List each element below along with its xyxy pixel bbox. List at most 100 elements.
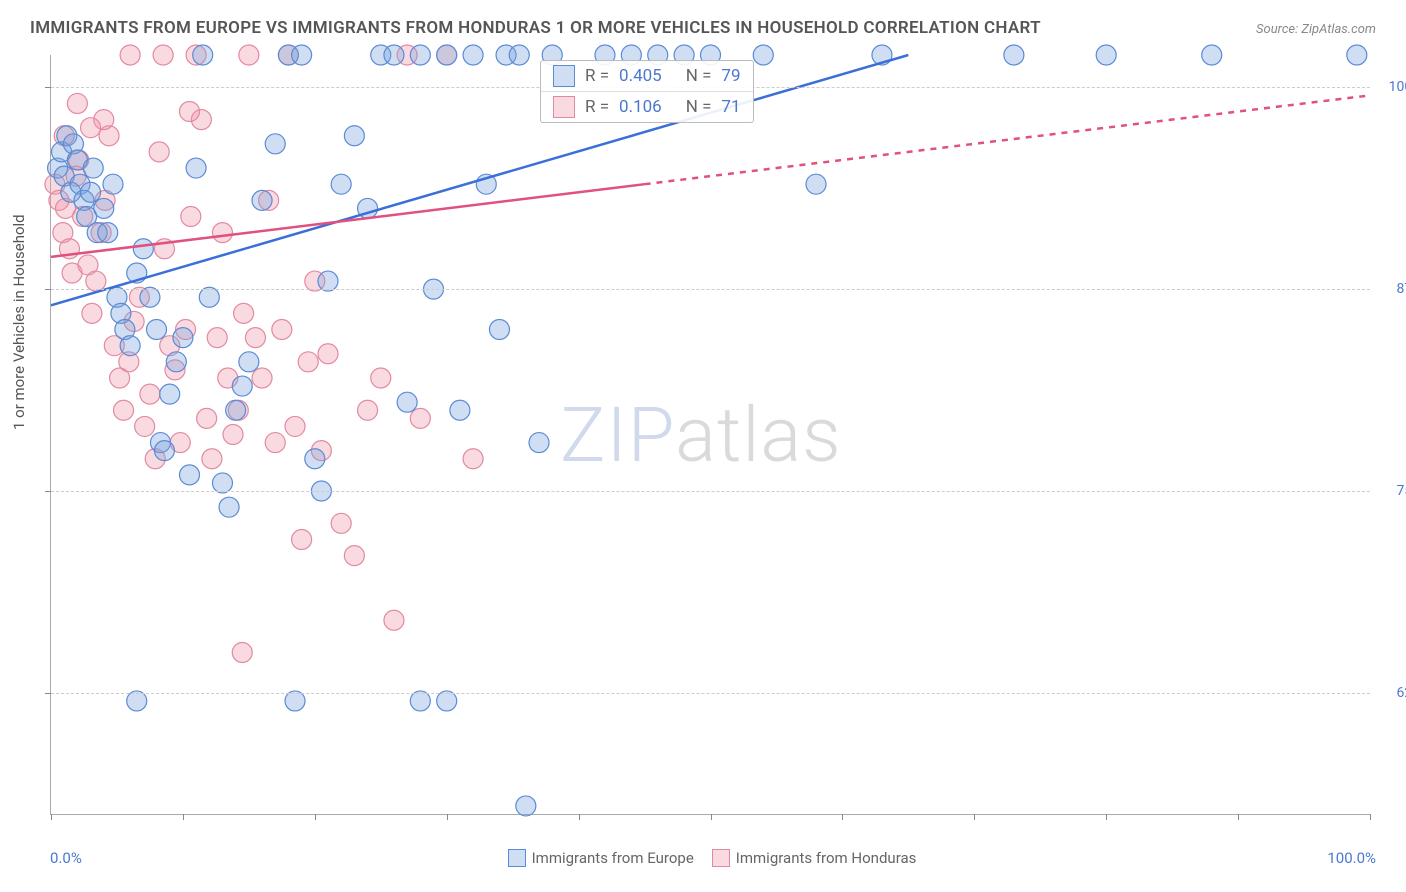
scatter-point (489, 320, 509, 340)
scatter-point (265, 134, 285, 154)
y-axis-label: 1 or more Vehicles in Household (10, 214, 28, 430)
gridline (51, 693, 1370, 694)
scatter-point (292, 529, 312, 549)
scatter-point (199, 287, 219, 307)
scatter-point (83, 158, 103, 178)
scatter-point (331, 513, 351, 533)
scatter-point (331, 174, 351, 194)
scatter-point (166, 352, 186, 372)
y-tick-label: 100.0% (1378, 79, 1406, 95)
x-tick (974, 814, 975, 820)
scatter-point (1202, 45, 1222, 65)
y-tick (45, 491, 51, 492)
scatter-point (437, 45, 457, 65)
scatter-point (463, 45, 483, 65)
gridline (51, 289, 1370, 290)
scatter-point (226, 400, 246, 420)
legend-label: Immigrants from Honduras (736, 849, 917, 867)
scatter-point (292, 45, 312, 65)
source-credit: Source: ZipAtlas.com (1256, 22, 1376, 37)
y-tick (45, 693, 51, 694)
scatter-point (82, 303, 102, 323)
scatter-point (463, 449, 483, 469)
r-value: 0.405 (619, 66, 662, 86)
x-tick (51, 814, 52, 820)
scatter-point (223, 425, 243, 445)
scatter-point (67, 93, 87, 113)
scatter-point (181, 206, 201, 226)
x-tick (447, 814, 448, 820)
scatter-point (179, 102, 199, 122)
scatter-point (318, 271, 338, 291)
scatter-point (509, 45, 529, 65)
scatter-point (193, 45, 213, 65)
scatter-point (410, 408, 430, 428)
x-tick (1106, 814, 1107, 820)
gridline (51, 491, 1370, 492)
x-tick (1370, 814, 1371, 820)
scatter-point (127, 691, 147, 711)
scatter-point (1004, 45, 1024, 65)
legend-swatch (553, 65, 575, 87)
scatter-point (437, 691, 457, 711)
scatter-point (410, 691, 430, 711)
n-label: N = (686, 66, 712, 86)
plot-area: 62.5%75.0%87.5%100.0% (50, 55, 1370, 815)
scatter-point (232, 376, 252, 396)
r-value: 0.106 (619, 97, 662, 117)
scatter-point (450, 400, 470, 420)
scatter-point (153, 45, 173, 65)
bottom-legend: Immigrants from Europe Immigrants from Ho… (0, 849, 1406, 867)
x-tick (579, 814, 580, 820)
legend-swatch (712, 849, 730, 867)
scatter-point (239, 45, 259, 65)
scatter-point (186, 158, 206, 178)
scatter-point (285, 691, 305, 711)
legend-label: Immigrants from Europe (532, 849, 694, 867)
y-tick (45, 289, 51, 290)
scatter-point (135, 416, 155, 436)
scatter-point (202, 449, 222, 469)
y-tick (45, 87, 51, 88)
n-value: 79 (721, 66, 740, 86)
scatter-point (298, 352, 318, 372)
scatter-point (358, 400, 378, 420)
scatter-point (133, 239, 153, 259)
scatter-point (98, 223, 118, 243)
scatter-point (81, 182, 101, 202)
trend-line (51, 55, 908, 305)
scatter-point (212, 223, 232, 243)
y-tick-label: 75.0% (1378, 483, 1406, 499)
scatter-point (285, 416, 305, 436)
scatter-point (1347, 45, 1367, 65)
n-value: 71 (721, 97, 740, 117)
trend-line (51, 184, 645, 257)
scatter-point (120, 45, 140, 65)
scatter-point (232, 643, 252, 663)
scatter-point (239, 352, 259, 372)
scatter-point (149, 142, 169, 162)
scatter-point (160, 384, 180, 404)
scatter-point (179, 465, 199, 485)
scatter-point (212, 473, 232, 493)
scatter-svg (51, 55, 1370, 814)
stat-legend-row: R =0.405N =79 (541, 61, 753, 91)
x-tick (1238, 814, 1239, 820)
scatter-point (140, 287, 160, 307)
scatter-point (252, 190, 272, 210)
scatter-point (265, 433, 285, 453)
scatter-point (753, 45, 773, 65)
scatter-point (272, 320, 292, 340)
x-tick (315, 814, 316, 820)
n-label: N = (686, 97, 712, 117)
scatter-point (197, 408, 217, 428)
scatter-point (529, 433, 549, 453)
scatter-point (516, 796, 536, 816)
scatter-point (81, 118, 101, 138)
scatter-point (806, 174, 826, 194)
scatter-point (344, 546, 364, 566)
scatter-point (173, 328, 193, 348)
scatter-point (1096, 45, 1116, 65)
scatter-point (207, 328, 227, 348)
scatter-point (234, 303, 254, 323)
